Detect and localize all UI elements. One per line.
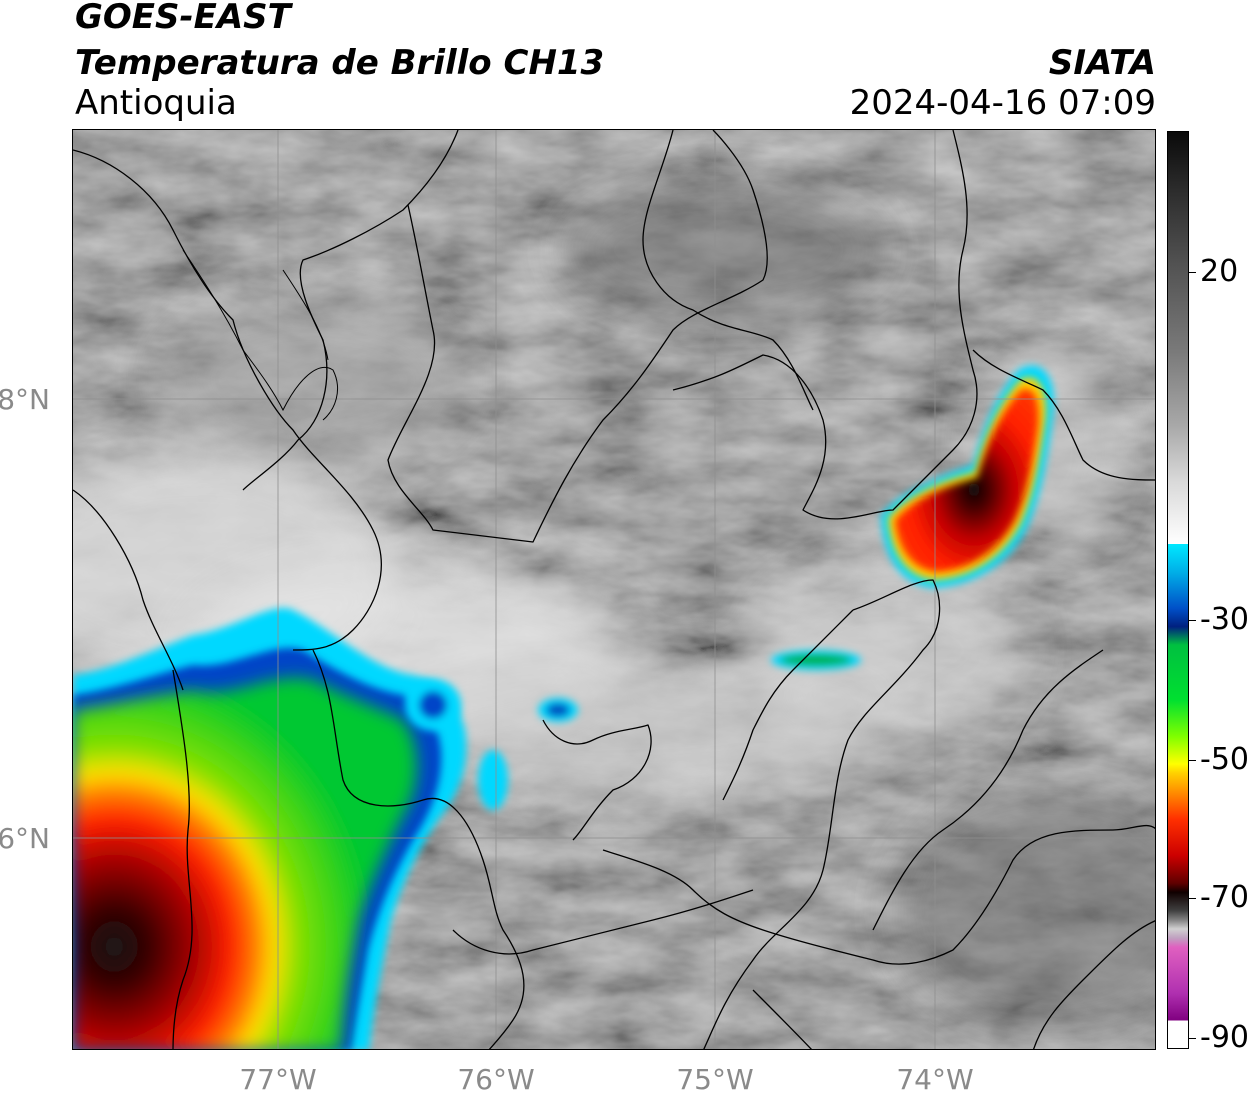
- datetime-label: 2024-04-16 07:09: [849, 83, 1156, 123]
- map-svg: [73, 130, 1155, 1049]
- colorbar-tick: [1188, 620, 1196, 621]
- northeast-storm: [881, 365, 1054, 588]
- colorbar: [1167, 131, 1189, 1049]
- colorbar-label-minus50: -50: [1200, 742, 1249, 777]
- region-label: Antioquia: [75, 83, 237, 123]
- admin-boundaries: [73, 130, 1155, 1049]
- lon-label-77w: 77°W: [239, 1063, 317, 1096]
- colorbar-label-20: 20: [1200, 254, 1239, 289]
- colorbar-label-minus70: -70: [1200, 880, 1249, 915]
- product-title: Temperatura de Brillo CH13: [75, 43, 605, 83]
- coastline: [182, 249, 338, 421]
- colorbar-label-minus90: -90: [1200, 1020, 1249, 1055]
- colorbar-tick: [1188, 898, 1196, 899]
- colorbar-label-minus30: -30: [1200, 602, 1249, 637]
- lon-label-74w: 74°W: [896, 1063, 974, 1096]
- colorbar-tick: [1188, 760, 1196, 761]
- satellite-map[interactable]: [72, 129, 1156, 1050]
- lat-label-6n: 6°N: [0, 822, 50, 855]
- lon-label-75w: 75°W: [676, 1063, 754, 1096]
- satellite-title: GOES-EAST: [75, 0, 291, 37]
- small-cells: [405, 650, 861, 810]
- lon-label-76w: 76°W: [457, 1063, 535, 1096]
- colorbar-tick: [1188, 272, 1196, 273]
- gridlines: [73, 130, 1155, 1049]
- organization-label: SIATA: [1048, 43, 1156, 83]
- lat-label-8n: 8°N: [0, 383, 50, 416]
- southwest-storm: [73, 608, 467, 1049]
- colorbar-tick: [1188, 1038, 1196, 1039]
